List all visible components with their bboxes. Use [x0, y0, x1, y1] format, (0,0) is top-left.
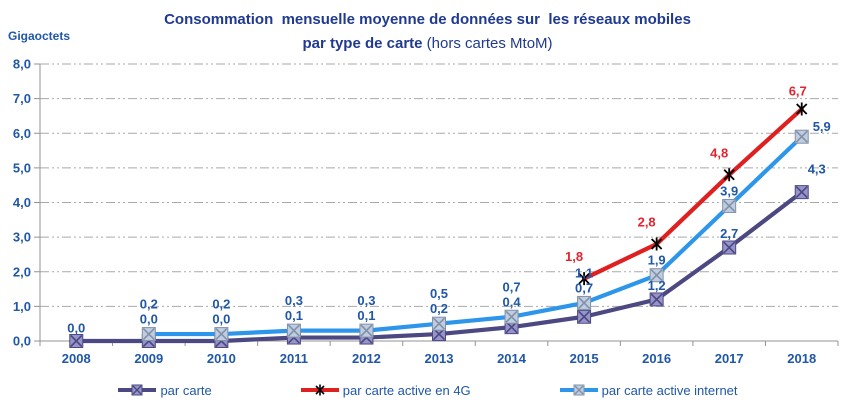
y-axis-tick-label: 0,0 — [13, 334, 31, 349]
data-label-purple: 0,7 — [575, 280, 593, 295]
data-point-marker-red — [796, 102, 808, 116]
data-point-marker-blue-x-icon — [505, 310, 518, 323]
data-point-marker-purple-x-icon — [578, 310, 591, 323]
data-label-purple: 0,1 — [285, 308, 303, 323]
data-label-blue: 0,2 — [140, 297, 158, 312]
data-label-purple: 2,7 — [720, 226, 738, 241]
chart-title: Consommation mensuelle moyenne de donnée… — [0, 8, 855, 56]
y-axis-tick-label: 3,0 — [13, 230, 31, 245]
data-point-marker-blue-x-icon — [795, 130, 808, 143]
data-label-blue: 5,9 — [813, 119, 831, 134]
legend-label-blue: par carte active internet — [601, 382, 738, 398]
data-label-blue: 0,7 — [503, 279, 521, 294]
y-axis-tick-label: 1,0 — [13, 299, 31, 314]
data-point-marker-red — [723, 168, 735, 182]
y-axis-unit-label: Gigaoctets — [8, 29, 71, 43]
data-label-purple: 0,2 — [430, 301, 448, 316]
data-point-marker-red — [650, 237, 663, 251]
data-label-blue: 1,9 — [648, 253, 666, 268]
legend-marker-blue-icon — [559, 384, 598, 396]
data-label-red: 6,7 — [789, 84, 807, 99]
data-point-marker-blue-x-icon — [287, 324, 300, 337]
data-point-marker-blue-x-icon — [432, 317, 446, 330]
data-point-marker-purple-x-icon — [723, 241, 736, 254]
data-label-purple: 1,2 — [648, 278, 666, 293]
data-label-blue: 3,9 — [720, 183, 738, 198]
y-axis-tick-label: 7,0 — [13, 91, 31, 106]
data-point-marker-red — [578, 272, 590, 286]
x-axis-label: 2013 — [425, 351, 454, 366]
x-axis-label: 2011 — [280, 351, 308, 366]
data-label-blue: 0,2 — [212, 297, 230, 312]
x-axis-label: 2018 — [787, 351, 816, 366]
data-point-marker-purple-x-icon — [795, 186, 808, 199]
x-axis-label: 2017 — [715, 351, 744, 366]
x-axis-label: 2008 — [62, 351, 91, 366]
y-axis-tick-label: 8,0 — [13, 57, 31, 72]
x-axis-label: 2012 — [352, 351, 381, 366]
chart-title-line2-bold: par type de carte — [302, 35, 423, 52]
data-label-purple: 0,0 — [212, 312, 230, 327]
data-label-blue: 0,3 — [285, 293, 303, 308]
data-label-blue: 1,1 — [575, 265, 593, 280]
legend-marker-red-icon — [300, 384, 339, 396]
data-label-red: 2,8 — [638, 215, 656, 230]
data-label-purple: 0,0 — [140, 312, 158, 327]
data-point-marker-purple-x-icon — [70, 334, 83, 348]
data-point-marker-blue-x-icon — [360, 324, 373, 337]
x-axis-label: 2010 — [207, 351, 236, 366]
data-label-purple: 0,0 — [67, 321, 85, 336]
data-label-purple: 0,4 — [503, 294, 522, 309]
x-axis-label: 2014 — [497, 351, 527, 366]
data-label-purple: 0,1 — [357, 308, 375, 323]
y-axis-tick-label: 4,0 — [13, 195, 31, 210]
data-point-marker-blue-x-icon — [578, 296, 591, 309]
chart-title-line1: Consommation mensuelle moyenne de donnée… — [164, 11, 691, 28]
data-point-marker-blue-x-icon — [723, 199, 736, 213]
data-point-marker-blue-x-icon — [650, 269, 663, 282]
series-line-red — [581, 106, 804, 281]
data-label-red: 1,8 — [565, 249, 583, 264]
y-axis-tick-label: 2,0 — [13, 264, 31, 279]
x-axis-label: 2009 — [134, 351, 163, 366]
legend-marker-purple-icon — [118, 384, 157, 396]
legend-item-blue: par carte active internet — [559, 382, 738, 398]
legend-label-purple: par carte — [160, 382, 212, 398]
chart-legend: par carte par carte active en 4G par carte… — [0, 382, 855, 398]
series-line-blue — [146, 134, 804, 337]
data-label-red: 4,8 — [710, 145, 728, 160]
chart-title-line2: par type de carte (hors cartes MtoM) — [0, 32, 855, 56]
data-point-marker-purple-x-icon — [650, 293, 663, 306]
y-axis-tick-label: 5,0 — [13, 160, 31, 175]
plot-area: 0,0 1,0 2,0 3,0 4,0 5,0 6,0 7,0 8,0 2008 2009 2010 2… — [13, 57, 839, 366]
legend-label-red: par carte active en 4G — [342, 382, 471, 398]
x-axis-label: 2016 — [642, 351, 671, 366]
data-point-marker-blue-x-icon — [215, 328, 228, 341]
x-axis-label: 2015 — [570, 351, 599, 366]
data-label-blue: 0,3 — [357, 293, 375, 308]
data-point-marker-blue-x-icon — [142, 328, 155, 341]
data-label-purple: 4,3 — [808, 162, 826, 177]
legend-item-red: par carte active en 4G — [300, 382, 471, 398]
data-label-blue: 0,5 — [430, 286, 448, 301]
y-axis-tick-label: 6,0 — [13, 126, 31, 141]
chart-title-line2-rest: (hors cartes MtoM) — [422, 35, 553, 52]
legend-item-purple: par carte — [117, 382, 212, 398]
